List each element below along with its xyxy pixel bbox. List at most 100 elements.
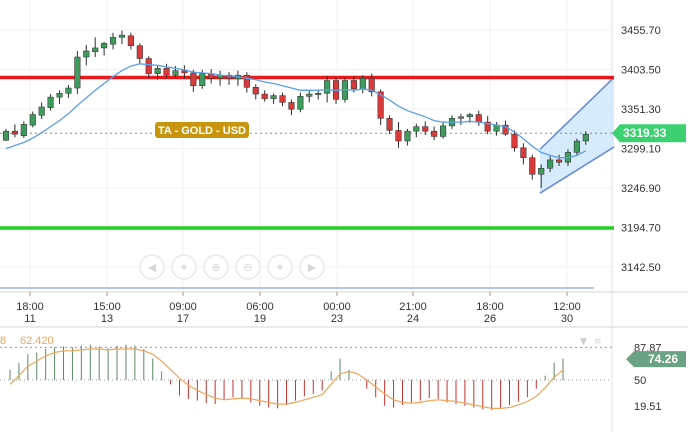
candle — [484, 116, 491, 135]
candle — [56, 90, 63, 104]
candle — [475, 110, 482, 126]
osc-tick-label: 19.51 — [634, 401, 662, 413]
candle — [225, 72, 233, 86]
svg-text:⊖: ⊖ — [243, 261, 252, 274]
move-left-icon[interactable]: ✦ — [171, 254, 197, 280]
time-tick-label: 06:00 — [246, 301, 274, 313]
time-axis: 18:001115:001309:001706:001900:002321:00… — [16, 292, 581, 325]
panel-menu-icon[interactable]: ≡ — [594, 337, 602, 347]
candle — [555, 154, 563, 166]
panel-controls[interactable]: ▼ ≡ — [580, 337, 602, 347]
channel-lower-line[interactable] — [539, 146, 615, 194]
svg-text:3319.33: 3319.33 — [623, 126, 667, 140]
candle — [386, 115, 393, 135]
panel-collapse-icon[interactable]: ▼ — [580, 337, 587, 347]
candle — [431, 126, 438, 141]
time-tick-label: 18:00 — [476, 301, 504, 313]
candle — [252, 84, 259, 100]
candle — [457, 113, 464, 126]
candle — [145, 56, 152, 79]
price-tick-label: 3351.30 — [621, 104, 661, 116]
candle — [118, 30, 126, 45]
time-tick-label: 00:00 — [323, 301, 351, 313]
candle — [520, 143, 527, 165]
osc-value-tag: 74.26 — [626, 351, 686, 368]
moving-average-line — [5, 63, 587, 159]
candle — [74, 50, 81, 95]
day-tick-label: 19 — [254, 313, 266, 325]
price-tick-label: 3403.50 — [621, 65, 661, 77]
last-price-tag: 3319.33 — [612, 124, 686, 143]
price-tick-label: 3299.10 — [621, 144, 661, 156]
channel-upper-line[interactable] — [539, 76, 615, 150]
candle — [109, 32, 117, 50]
svg-text:✦: ✦ — [275, 261, 284, 274]
candle — [538, 164, 545, 188]
osc-period-label: 8 — [0, 335, 6, 347]
osc-tick-label: 50 — [634, 375, 646, 387]
candle — [270, 93, 277, 104]
candle — [136, 43, 143, 65]
candle — [234, 70, 241, 86]
candle — [529, 154, 536, 180]
zoom-in-icon[interactable]: ⊕ — [203, 254, 229, 280]
candle — [92, 37, 99, 58]
candle — [422, 121, 429, 135]
candle — [306, 90, 313, 103]
time-tick-label: 18:00 — [16, 301, 44, 313]
candle — [65, 85, 72, 98]
candle — [2, 128, 10, 142]
candle — [20, 121, 27, 138]
channel-fill — [540, 77, 614, 194]
price-channel — [539, 76, 615, 194]
day-tick-label: 13 — [101, 313, 113, 325]
candle — [190, 69, 197, 92]
arrow-left-icon[interactable]: ◀ — [139, 254, 165, 280]
candle — [297, 92, 304, 113]
candle — [154, 65, 161, 80]
zoom-out-icon[interactable]: ⊖ — [235, 254, 261, 280]
candle — [288, 99, 295, 116]
candle — [440, 122, 447, 139]
candle — [315, 89, 322, 100]
day-tick-label: 24 — [407, 313, 419, 325]
candle — [547, 156, 554, 173]
svg-text:74.26: 74.26 — [648, 352, 678, 366]
candle — [511, 130, 518, 152]
candle — [208, 69, 215, 84]
overlay-labels: TA - GOLD - USD — [155, 122, 249, 138]
osc-signal-line — [9, 348, 564, 409]
candle — [47, 94, 54, 111]
candle — [395, 122, 402, 148]
moving-average — [5, 63, 587, 159]
candle — [83, 44, 90, 66]
symbol-label: TA - GOLD - USD — [155, 122, 249, 138]
svg-text:⊕: ⊕ — [211, 261, 220, 274]
candle — [29, 111, 36, 128]
candle — [502, 120, 509, 136]
price-tick-label: 3455.70 — [621, 25, 661, 37]
candle — [279, 92, 286, 107]
candle — [243, 72, 250, 93]
osc-value-label: 62.420 — [20, 335, 54, 347]
price-tick-label: 3246.90 — [621, 183, 661, 195]
move-right-icon[interactable]: ✦ — [267, 254, 293, 280]
chart-toolbar[interactable]: ◀ ✦ ⊕ ⊖ ✦ ▶ — [139, 254, 325, 280]
time-tick-label: 15:00 — [93, 301, 121, 313]
price-tick-label: 3142.50 — [621, 262, 661, 274]
candle — [217, 70, 224, 86]
candle — [404, 128, 411, 146]
day-tick-label: 23 — [331, 313, 343, 325]
candle — [127, 32, 134, 50]
price-tick-label: 3194.70 — [621, 223, 661, 235]
candle — [101, 41, 108, 56]
candle — [261, 90, 268, 102]
day-tick-label: 17 — [177, 313, 189, 325]
candle — [11, 124, 18, 138]
day-tick-label: 11 — [24, 313, 35, 325]
time-tick-label: 21:00 — [399, 301, 427, 313]
arrow-right-icon[interactable]: ▶ — [299, 254, 325, 280]
